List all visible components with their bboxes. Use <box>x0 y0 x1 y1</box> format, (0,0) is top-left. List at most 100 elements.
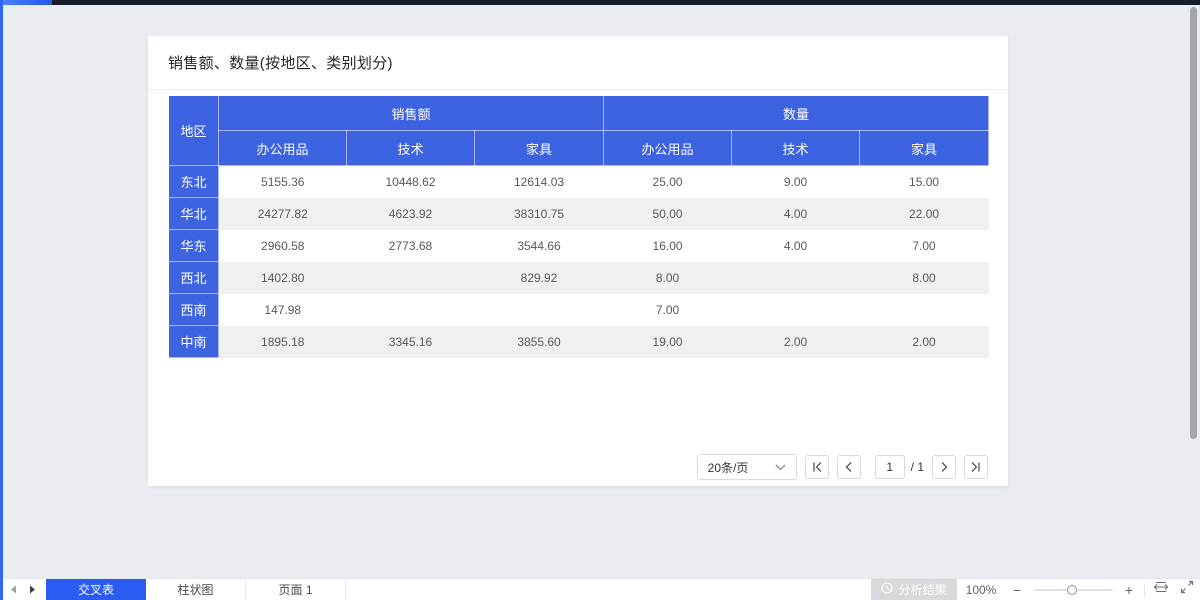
history-icon <box>881 582 894 597</box>
value-cell <box>859 293 989 326</box>
zoom-in-button[interactable]: + <box>1117 579 1141 600</box>
tab-cross-table[interactable]: 交叉表 <box>46 579 146 600</box>
zoom-slider-handle[interactable] <box>1067 584 1077 595</box>
tab-page-1[interactable]: 页面 1 <box>246 579 346 600</box>
table-row: 华北 24277.82 4623.92 38310.75 50.00 4.00 … <box>168 197 989 230</box>
tab-scroll-left-icon[interactable] <box>10 585 17 594</box>
analysis-result-button[interactable]: 分析结果 <box>871 579 957 600</box>
tab-label: 柱状图 <box>177 583 214 597</box>
value-cell: 5155.36 <box>218 165 347 198</box>
table-sub-header-row: 办公用品 技术 家具 办公用品 技术 家具 <box>169 130 990 166</box>
value-cell <box>731 261 860 294</box>
table-row: 华东 2960.58 2773.68 3544.66 16.00 4.00 7.… <box>168 229 989 262</box>
chevron-down-icon <box>775 464 786 471</box>
value-cell: 1402.80 <box>218 261 347 294</box>
column-header: 技术 <box>346 130 475 166</box>
table-group-header-row: 地区 销售额 数量 <box>168 95 990 166</box>
page-scrollbar[interactable] <box>1190 7 1198 572</box>
value-cell: 22.00 <box>859 197 989 230</box>
page-total-label: / 1 <box>910 460 924 474</box>
chevron-right-icon <box>938 461 950 473</box>
value-cell: 8.00 <box>603 261 732 294</box>
value-cell: 2.00 <box>859 325 989 358</box>
first-page-button[interactable] <box>804 455 829 479</box>
region-cell: 中南 <box>168 325 219 358</box>
value-cell: 24277.82 <box>218 197 347 230</box>
fullscreen-button[interactable] <box>1174 579 1200 600</box>
plus-icon: + <box>1124 581 1134 598</box>
bottom-tab-bar: 交叉表 柱状图 页面 1 分析结果 100% − + <box>0 578 1200 600</box>
pagination: 20条/页 / 1 <box>696 454 988 480</box>
chevron-left-icon <box>843 461 855 473</box>
column-header: 家具 <box>473 130 605 166</box>
table-row: 中南 1895.18 3345.16 3855.60 19.00 2.00 2.… <box>168 325 989 358</box>
value-cell: 8.00 <box>859 261 989 294</box>
value-cell: 15.00 <box>859 165 989 198</box>
column-header: 办公用品 <box>603 130 733 166</box>
value-cell: 9.00 <box>731 165 860 198</box>
value-cell: 38310.75 <box>474 197 604 230</box>
value-cell: 829.92 <box>474 261 604 294</box>
top-edge-bar <box>0 0 1200 5</box>
column-header: 技术 <box>731 130 861 166</box>
corner-header-cell: 地区 <box>168 95 219 166</box>
value-cell: 7.00 <box>859 229 989 262</box>
value-cell: 7.00 <box>603 293 732 326</box>
analysis-result-label: 分析结果 <box>898 583 947 597</box>
top-edge-accent <box>0 0 52 5</box>
region-cell: 西北 <box>168 261 219 294</box>
region-cell: 东北 <box>168 165 219 198</box>
tab-bar-chart[interactable]: 柱状图 <box>146 579 246 600</box>
region-cell: 西南 <box>168 293 219 326</box>
group-header-sales: 销售额 <box>217 95 605 131</box>
value-cell: 10448.62 <box>346 165 475 198</box>
zoom-level-label: 100% <box>965 582 997 597</box>
bottombar-spacer <box>346 579 871 600</box>
left-edge-bar <box>0 0 3 600</box>
value-cell: 147.98 <box>218 293 347 326</box>
tab-scroll-arrows <box>0 579 46 600</box>
cross-table-wrap: 地区 销售额 数量 办公用品 技术 家具 办公用品 技术 家具 东北 5155.… <box>148 90 1008 358</box>
cross-table: 地区 销售额 数量 办公用品 技术 家具 办公用品 技术 家具 东北 5155.… <box>168 95 990 358</box>
value-cell: 4.00 <box>731 197 860 230</box>
prev-page-button[interactable] <box>836 455 861 479</box>
page-size-select[interactable]: 20条/页 <box>696 454 797 480</box>
last-page-icon <box>970 461 982 473</box>
value-cell: 4623.92 <box>346 197 475 230</box>
page-scrollbar-thumb[interactable] <box>1190 7 1197 439</box>
table-row: 西南 147.98 7.00 <box>168 293 989 326</box>
zoom-slider[interactable] <box>1033 584 1113 595</box>
value-cell: 2.00 <box>731 325 860 358</box>
last-page-button[interactable] <box>964 455 988 479</box>
minus-icon: − <box>1012 581 1022 598</box>
value-cell: 3345.16 <box>346 325 475 358</box>
report-card: 销售额、数量(按地区、类别划分) 地区 销售额 数量 办公用品 技术 家具 办公… <box>148 36 1008 486</box>
fit-width-button[interactable] <box>1148 579 1174 600</box>
value-cell: 16.00 <box>603 229 732 262</box>
fullscreen-icon <box>1180 580 1194 599</box>
table-row: 东北 5155.36 10448.62 12614.03 25.00 9.00 … <box>168 165 989 198</box>
region-cell: 华东 <box>168 229 219 262</box>
page-number-input[interactable] <box>874 455 905 479</box>
zoom-out-button[interactable]: − <box>1005 579 1029 600</box>
value-cell: 12614.03 <box>474 165 604 198</box>
value-cell: 25.00 <box>603 165 732 198</box>
table-row: 西北 1402.80 829.92 8.00 8.00 <box>168 261 989 294</box>
tab-label: 交叉表 <box>77 583 114 597</box>
first-page-icon <box>811 461 823 473</box>
value-cell: 2773.68 <box>346 229 475 262</box>
value-cell <box>731 293 860 326</box>
value-cell <box>346 261 475 294</box>
fit-width-icon <box>1153 580 1169 599</box>
bottombar-divider <box>1144 582 1145 597</box>
next-page-button[interactable] <box>932 455 956 479</box>
value-cell <box>474 293 604 326</box>
column-header: 家具 <box>859 130 990 166</box>
value-cell: 19.00 <box>603 325 732 358</box>
card-header: 销售额、数量(按地区、类别划分) <box>148 36 1008 90</box>
value-cell: 3855.60 <box>474 325 604 358</box>
tab-scroll-right-icon[interactable] <box>29 585 36 594</box>
tab-label: 页面 1 <box>278 583 313 597</box>
value-cell: 4.00 <box>731 229 860 262</box>
value-cell <box>346 293 475 326</box>
